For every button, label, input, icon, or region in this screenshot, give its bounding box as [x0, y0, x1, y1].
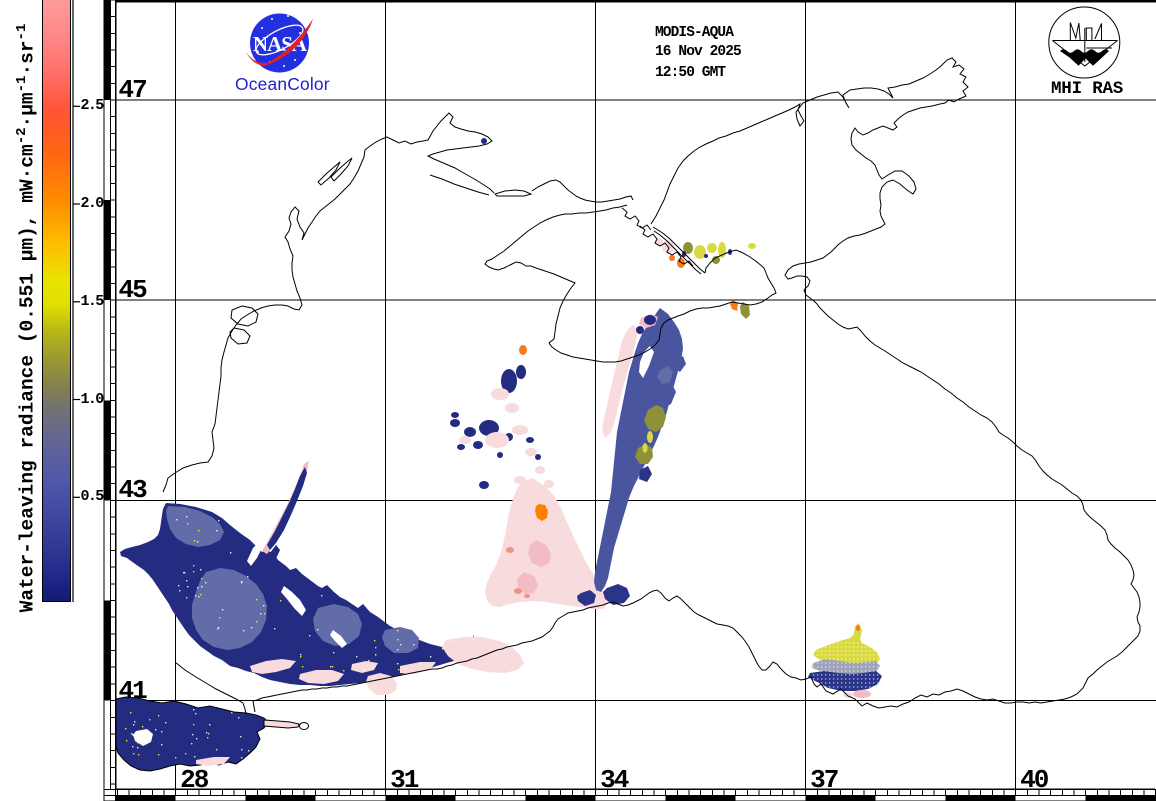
- svg-text:NASA: NASA: [253, 32, 308, 56]
